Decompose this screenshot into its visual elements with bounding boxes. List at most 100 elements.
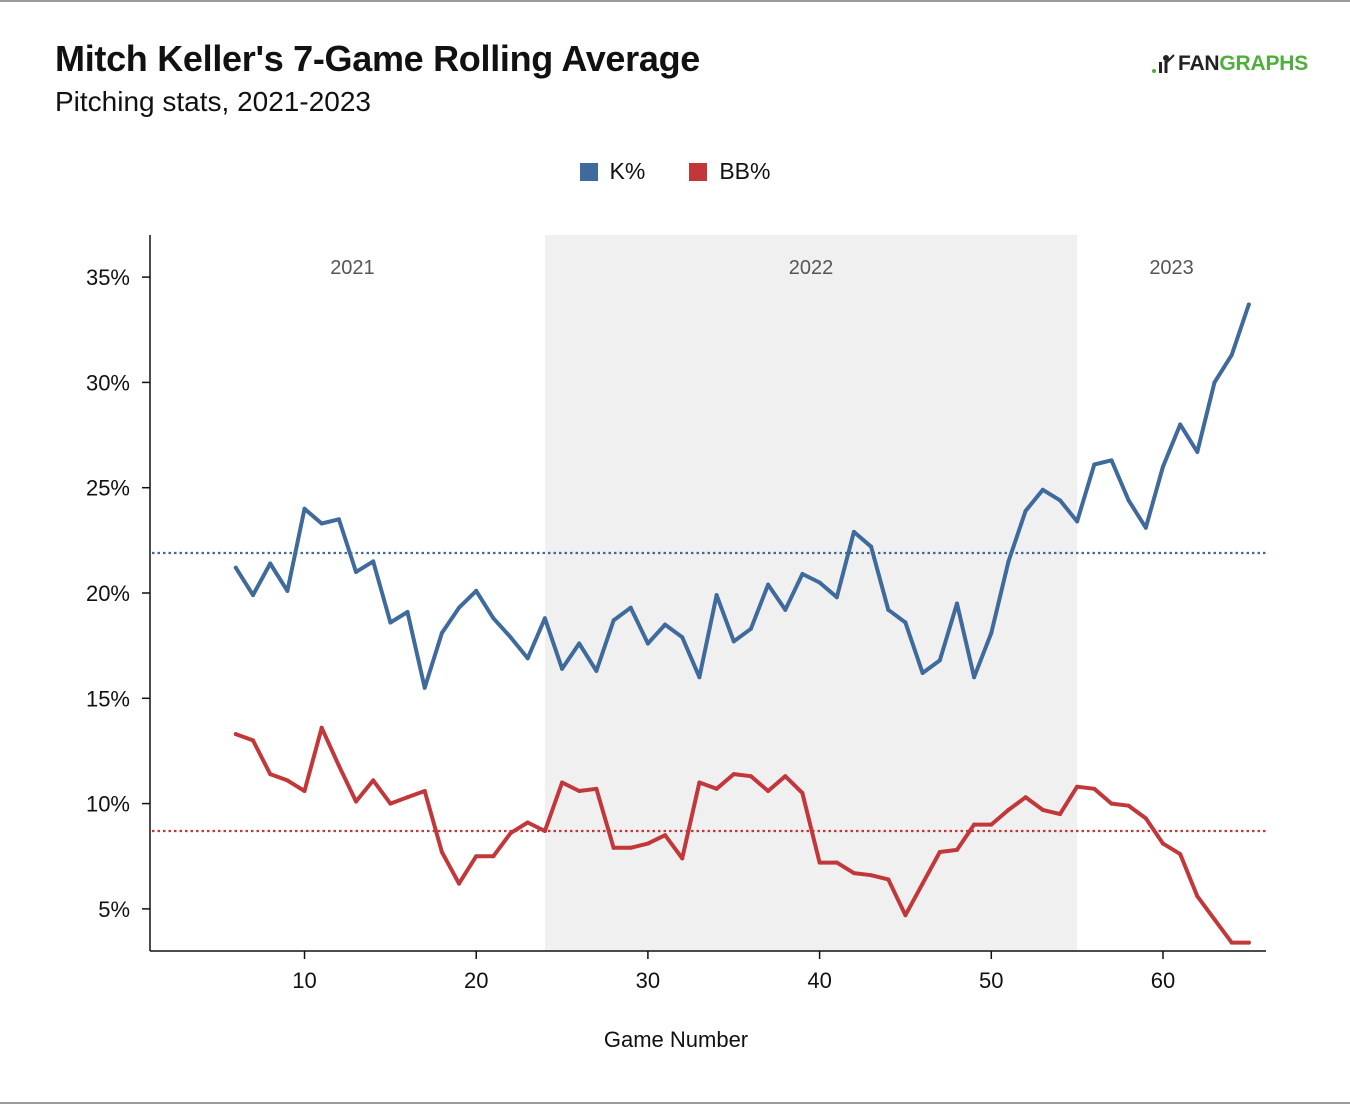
y-tick-label-20: 20% — [86, 581, 130, 606]
season-shade-2022 — [544, 235, 1078, 951]
data-point-k-pct-32 — [680, 635, 685, 640]
data-point-k-pct-63 — [1212, 380, 1217, 385]
data-point-k-pct-36 — [748, 626, 753, 631]
data-point-bb-pct-42 — [851, 871, 856, 876]
y-tick-label-25: 25% — [86, 476, 130, 501]
data-point-bb-pct-21 — [491, 854, 496, 859]
data-point-bb-pct-46 — [920, 881, 925, 886]
data-point-bb-pct-20 — [474, 854, 479, 859]
data-point-bb-pct-19 — [457, 881, 462, 886]
data-point-bb-pct-24 — [542, 828, 547, 833]
data-point-bb-pct-64 — [1229, 940, 1234, 945]
data-point-bb-pct-25 — [560, 780, 565, 785]
data-point-bb-pct-62 — [1195, 894, 1200, 899]
legend-item-bb-pct: BB% — [689, 158, 770, 185]
data-point-k-pct-11 — [319, 521, 324, 526]
data-point-k-pct-37 — [766, 582, 771, 587]
data-point-bb-pct-47 — [937, 850, 942, 855]
data-point-k-pct-49 — [972, 675, 977, 680]
data-point-k-pct-56 — [1092, 462, 1097, 467]
data-point-k-pct-40 — [817, 580, 822, 585]
x-tick-label-50: 50 — [979, 968, 1003, 993]
data-point-bb-pct-40 — [817, 860, 822, 865]
data-point-k-pct-29 — [628, 605, 633, 610]
data-point-k-pct-52 — [1023, 508, 1028, 513]
data-point-bb-pct-51 — [1006, 807, 1011, 812]
data-point-k-pct-15 — [388, 620, 393, 625]
data-point-k-pct-20 — [474, 588, 479, 593]
data-point-k-pct-46 — [920, 671, 925, 676]
logo-text-graphs: GRAPHS — [1219, 52, 1309, 75]
data-point-bb-pct-36 — [748, 774, 753, 779]
data-point-k-pct-16 — [405, 609, 410, 614]
data-point-bb-pct-9 — [285, 778, 290, 783]
data-point-k-pct-39 — [800, 572, 805, 577]
data-point-bb-pct-10 — [302, 788, 307, 793]
data-point-bb-pct-53 — [1040, 807, 1045, 812]
data-point-bb-pct-34 — [714, 786, 719, 791]
data-point-k-pct-59 — [1143, 525, 1148, 530]
series-line-k-pct — [233, 302, 1251, 690]
data-point-bb-pct-39 — [800, 791, 805, 796]
data-point-bb-pct-63 — [1212, 917, 1217, 922]
data-point-bb-pct-61 — [1178, 852, 1183, 857]
data-point-k-pct-55 — [1075, 519, 1080, 524]
data-point-bb-pct-44 — [886, 877, 891, 882]
legend-item-k-pct: K% — [579, 158, 646, 185]
data-point-k-pct-44 — [886, 607, 891, 612]
data-point-bb-pct-65 — [1246, 940, 1251, 945]
data-point-k-pct-23 — [525, 656, 530, 661]
data-point-bb-pct-50 — [989, 822, 994, 827]
data-point-k-pct-8 — [268, 561, 273, 566]
data-point-k-pct-18 — [439, 631, 444, 636]
data-point-bb-pct-56 — [1092, 786, 1097, 791]
chart-title: Mitch Keller's 7-Game Rolling Average — [55, 38, 700, 79]
data-point-k-pct-27 — [594, 668, 599, 673]
data-point-k-pct-30 — [645, 641, 650, 646]
season-label-2023: 2023 — [1149, 257, 1194, 279]
data-point-bb-pct-17 — [422, 788, 427, 793]
data-point-k-pct-42 — [851, 529, 856, 534]
data-point-bb-pct-16 — [405, 795, 410, 800]
data-point-k-pct-45 — [903, 620, 908, 625]
legend-label-k-pct: K% — [609, 158, 646, 184]
top-border — [0, 0, 1350, 2]
data-point-k-pct-50 — [989, 631, 994, 636]
data-point-bb-pct-60 — [1160, 841, 1165, 846]
x-tick-label-10: 10 — [292, 968, 316, 993]
data-point-k-pct-60 — [1160, 464, 1165, 469]
data-point-bb-pct-11 — [319, 725, 324, 730]
data-point-k-pct-64 — [1229, 353, 1234, 358]
data-point-k-pct-62 — [1195, 449, 1200, 454]
data-point-k-pct-19 — [457, 605, 462, 610]
data-point-k-pct-43 — [869, 544, 874, 549]
chart-subtitle: Pitching stats, 2021-2023 — [55, 86, 371, 117]
data-point-bb-pct-30 — [645, 841, 650, 846]
data-point-k-pct-48 — [954, 601, 959, 606]
data-point-k-pct-10 — [302, 506, 307, 511]
data-point-k-pct-17 — [422, 685, 427, 690]
x-tick-label-40: 40 — [807, 968, 831, 993]
data-point-k-pct-22 — [508, 635, 513, 640]
data-point-k-pct-12 — [336, 517, 341, 522]
data-point-k-pct-58 — [1126, 498, 1131, 503]
data-point-k-pct-6 — [233, 565, 238, 570]
data-point-k-pct-26 — [577, 641, 582, 646]
fangraphs-logo: FAN GRAPHS — [1150, 52, 1308, 76]
data-point-bb-pct-22 — [508, 831, 513, 836]
data-point-bb-pct-49 — [972, 822, 977, 827]
data-point-bb-pct-37 — [766, 788, 771, 793]
data-point-k-pct-57 — [1109, 458, 1114, 463]
legend-swatch-k-pct — [579, 162, 598, 181]
x-tick-label-20: 20 — [464, 968, 488, 993]
data-point-k-pct-14 — [371, 559, 376, 564]
data-point-bb-pct-41 — [834, 860, 839, 865]
y-tick-label-10: 10% — [86, 792, 130, 817]
data-point-k-pct-47 — [937, 658, 942, 663]
data-point-bb-pct-55 — [1075, 784, 1080, 789]
data-point-bb-pct-18 — [439, 850, 444, 855]
data-point-bb-pct-32 — [680, 856, 685, 861]
data-point-bb-pct-6 — [233, 732, 238, 737]
data-point-bb-pct-59 — [1143, 816, 1148, 821]
season-label-2021: 2021 — [330, 257, 375, 279]
